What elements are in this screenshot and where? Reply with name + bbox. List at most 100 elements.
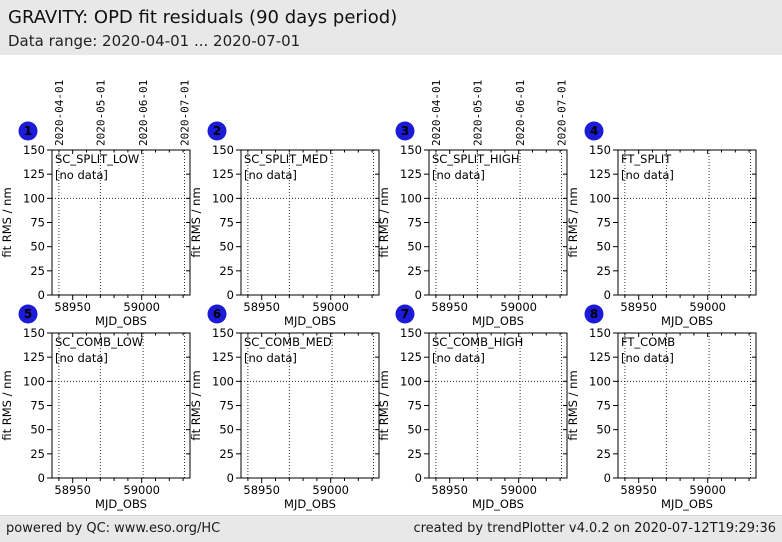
- top-date-labels: 2020-04-01 2020-05-01 2020-06-01 2020-07-01: [430, 80, 569, 146]
- axis-ticks: [424, 332, 567, 483]
- y-tick-label: 150: [400, 143, 422, 157]
- y-tick-label: 0: [227, 471, 234, 485]
- date-label: 2020-04-01: [53, 80, 66, 146]
- tick-labels: 58950 59000 0 25 50 75 100 125 150: [400, 326, 537, 497]
- badge-3[interactable]: 3: [395, 121, 415, 141]
- x-tick-label: 58950: [54, 483, 91, 497]
- subplot-title: SC_SPLIT_LOW: [55, 152, 139, 166]
- no-data-note: [no data]: [244, 351, 297, 365]
- badge-6[interactable]: 6: [207, 304, 227, 324]
- badge-number[interactable]: 5: [24, 307, 32, 321]
- y-tick-label: 25: [596, 264, 611, 278]
- y-tick-label: 25: [407, 264, 422, 278]
- badge-circle[interactable]: [18, 121, 38, 141]
- badge-4[interactable]: 4: [584, 121, 604, 141]
- badge-circle[interactable]: [584, 304, 604, 324]
- x-tick-label: 58950: [431, 483, 468, 497]
- badge-circle[interactable]: [18, 304, 38, 324]
- y-tick-label: 0: [38, 471, 45, 485]
- subplot-title: FT_SPLIT: [621, 152, 672, 166]
- badge-number[interactable]: 2: [213, 124, 221, 138]
- y-tick-label: 150: [23, 326, 45, 340]
- y-tick-label: 0: [38, 288, 45, 302]
- axis-ticks: [613, 332, 756, 483]
- date-label: 2020-07-01: [178, 80, 191, 146]
- subplot-title: SC_COMB_LOW: [55, 335, 143, 349]
- badge-8[interactable]: 8: [584, 304, 604, 324]
- x-axis-label: MJD_OBS: [472, 497, 524, 511]
- y-tick-label: 75: [596, 216, 611, 230]
- date-label: 2020-07-01: [555, 80, 568, 146]
- tick-labels: 58950 59000 0 25 50 75 100 125 150: [212, 326, 349, 497]
- badge-circle[interactable]: [395, 121, 415, 141]
- badge-number[interactable]: 4: [590, 124, 598, 138]
- tick-labels: 58950 59000 0 25 50 75 100 125 150: [400, 143, 537, 314]
- badge-5[interactable]: 5: [18, 304, 38, 324]
- gridlines: [241, 333, 379, 478]
- y-tick-label: 0: [227, 288, 234, 302]
- x-tick-label: 59000: [123, 483, 160, 497]
- no-data-note: [no data]: [55, 351, 108, 365]
- date-label: 2020-05-01: [94, 80, 107, 146]
- no-data-note: [no data]: [244, 168, 297, 182]
- x-tick-label: 58950: [620, 483, 657, 497]
- badge-1[interactable]: 1: [18, 121, 38, 141]
- tick-labels: 58950 59000 0 25 50 75 100 125 150: [589, 143, 726, 314]
- no-data-note: [no data]: [55, 168, 108, 182]
- y-tick-label: 100: [23, 374, 45, 388]
- badge-number[interactable]: 7: [401, 307, 409, 321]
- y-tick-label: 25: [219, 447, 234, 461]
- x-tick-label: 59000: [500, 483, 537, 497]
- no-data-note: [no data]: [621, 168, 674, 182]
- badge-number[interactable]: 8: [590, 307, 598, 321]
- y-tick-label: 75: [30, 216, 45, 230]
- y-axis-label: fit RMS / nm: [566, 370, 580, 440]
- x-tick-label: 58950: [431, 300, 468, 314]
- y-tick-label: 50: [596, 423, 611, 437]
- y-tick-label: 100: [400, 191, 422, 205]
- badge-2[interactable]: 2: [207, 121, 227, 141]
- axis-ticks: [236, 332, 379, 483]
- subplot-4: 58950 59000 0 25 50 75 100 125 150 MJD_OBS fit RMS…: [566, 121, 757, 328]
- footer-created-by-text: created by trendPlotter v4.0.2 on 2020-0…: [413, 521, 776, 536]
- badge-circle[interactable]: [207, 304, 227, 324]
- x-axis-label: MJD_OBS: [95, 497, 147, 511]
- y-tick-label: 75: [30, 399, 45, 413]
- y-tick-label: 150: [23, 143, 45, 157]
- subplot-title: SC_COMB_MED: [244, 335, 332, 349]
- badge-number[interactable]: 3: [401, 124, 409, 138]
- y-tick-label: 75: [219, 399, 234, 413]
- badge-circle[interactable]: [207, 121, 227, 141]
- gridlines: [241, 150, 379, 295]
- y-tick-label: 150: [589, 326, 611, 340]
- badge-number[interactable]: 1: [24, 124, 32, 138]
- gridlines: [52, 333, 190, 478]
- x-tick-label: 59000: [312, 483, 349, 497]
- y-tick-label: 75: [407, 399, 422, 413]
- y-tick-label: 100: [212, 191, 234, 205]
- no-data-note: [no data]: [432, 351, 485, 365]
- badge-circle[interactable]: [395, 304, 415, 324]
- badge-7[interactable]: 7: [395, 304, 415, 324]
- x-axis-label: MJD_OBS: [661, 497, 713, 511]
- badge-number[interactable]: 6: [213, 307, 221, 321]
- y-tick-label: 100: [212, 374, 234, 388]
- badge-circle[interactable]: [584, 121, 604, 141]
- y-tick-label: 100: [589, 191, 611, 205]
- date-label: 2020-05-01: [471, 80, 484, 146]
- y-tick-label: 75: [407, 216, 422, 230]
- y-axis-label: fit RMS / nm: [189, 187, 203, 257]
- gridlines: [52, 150, 190, 295]
- page-title: GRAVITY: OPD fit residuals (90 days peri…: [8, 7, 398, 28]
- gridlines: [618, 333, 756, 478]
- y-tick-label: 25: [596, 447, 611, 461]
- subplot-2: 58950 59000 0 25 50 75 100 125 150 MJD_OBS fit RMS…: [189, 121, 380, 328]
- gridlines: [429, 333, 567, 478]
- x-tick-label: 59000: [312, 300, 349, 314]
- axis-ticks: [613, 149, 756, 300]
- y-tick-label: 100: [589, 374, 611, 388]
- x-tick-label: 58950: [243, 300, 280, 314]
- y-tick-label: 125: [23, 350, 45, 364]
